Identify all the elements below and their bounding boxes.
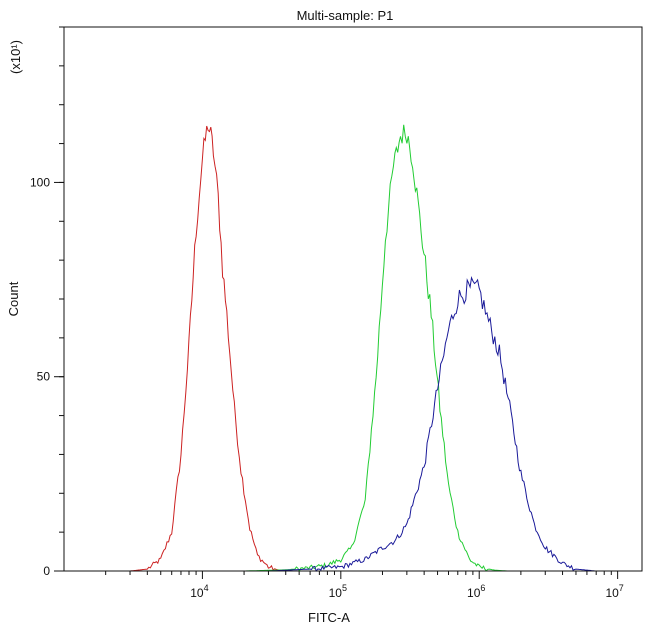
histogram-series-1 <box>64 125 642 572</box>
series-layer <box>64 124 642 573</box>
y-tick-label: 0 <box>43 564 50 578</box>
y-axis-multiplier-label: (x10¹) <box>8 40 23 74</box>
x-tick-label: 105 <box>329 583 347 600</box>
histogram-series-2 <box>64 124 642 573</box>
y-tick-label: 100 <box>30 175 50 189</box>
y-tick-label: 50 <box>37 370 51 384</box>
y-axis-label: Count <box>6 281 21 316</box>
chart-title: Multi-sample: P1 <box>297 8 394 23</box>
x-axis-label: FITC-A <box>308 610 350 625</box>
histogram-series-3 <box>64 276 642 572</box>
axis-ticks: 104 105 106 107 0 50 100 <box>30 26 624 600</box>
plot-frame <box>63 26 643 572</box>
x-tick-label: 104 <box>190 583 208 600</box>
x-tick-label: 106 <box>467 583 485 600</box>
x-tick-label: 107 <box>605 583 623 600</box>
